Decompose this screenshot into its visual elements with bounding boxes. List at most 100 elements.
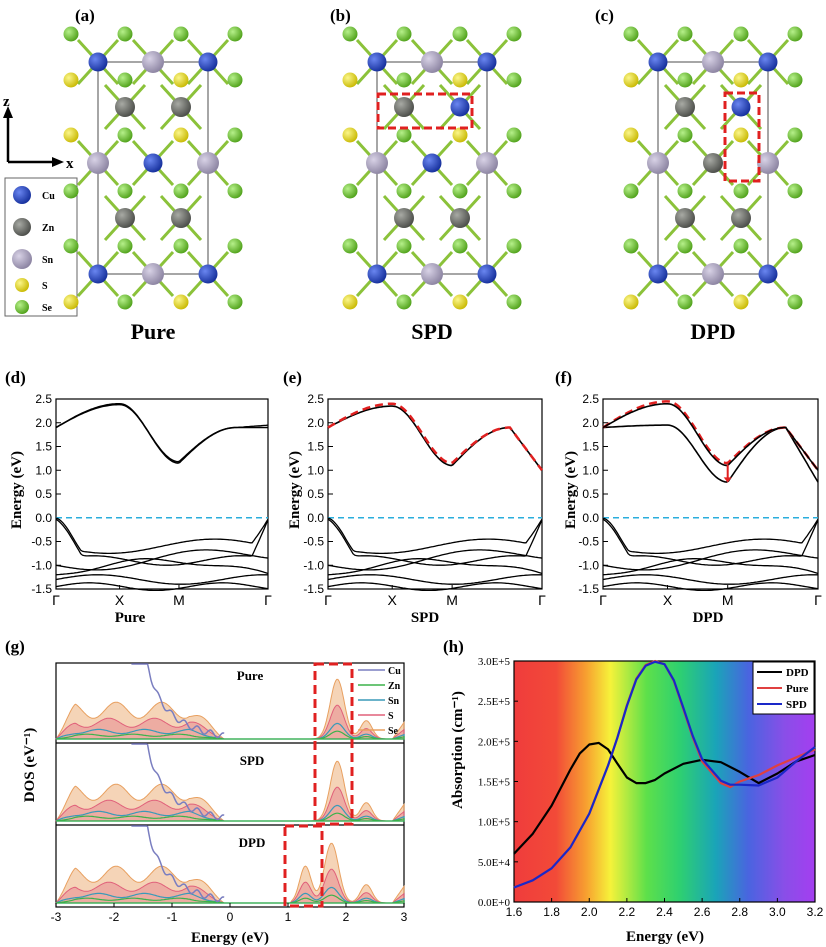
panel-label-h: (h)	[443, 637, 464, 656]
kpoint-label: Γ	[814, 592, 822, 608]
se-legend-swatch	[15, 300, 29, 314]
band-ytick-label: -0.5	[31, 535, 52, 549]
se-atom	[227, 183, 243, 199]
band-ytick-label: 1.5	[307, 440, 324, 454]
absorption-xtick-label: 2.6	[694, 905, 711, 919]
dos-zn	[55, 894, 405, 904]
se-atom	[396, 238, 412, 254]
dos-xtick-label: 1	[285, 910, 292, 924]
band-ytick-label: -0.5	[303, 535, 324, 549]
se-atom	[733, 183, 749, 199]
sn-atom	[702, 263, 724, 285]
kpoint-label: Γ	[264, 592, 272, 608]
caption-pure: Pure	[131, 319, 176, 344]
caption-dpd: DPD	[690, 319, 735, 344]
valence-band	[602, 558, 819, 576]
s-atom	[733, 294, 749, 310]
se-atom	[677, 294, 693, 310]
se-atom	[342, 183, 358, 199]
band-ytick-label: -1.0	[31, 558, 52, 572]
defect-highlight-dpd	[723, 91, 761, 183]
dos-title-1: SPD	[240, 753, 265, 768]
valence-band	[327, 582, 543, 592]
zn-atom	[115, 97, 135, 117]
band-ytick-label: 2.0	[307, 416, 324, 430]
band-ytick-label: 0.5	[35, 487, 52, 501]
kpoint-label: Γ	[599, 592, 607, 608]
panel-label-e: (e)	[283, 368, 302, 387]
absorption-xtick-label: 2.0	[581, 905, 598, 919]
se-atom	[63, 26, 79, 42]
band-ytick-label: 2.0	[35, 416, 52, 430]
valence-band	[55, 518, 269, 566]
s-atom	[452, 127, 468, 143]
band-ytick-label: 0.0	[307, 511, 324, 525]
absorption-xtick-label: 1.8	[543, 905, 560, 919]
band-panel-2: 2.52.01.51.00.50.0-0.5-1.0-1.5Γ X M Γ	[578, 392, 822, 608]
zn-atom	[731, 208, 751, 228]
sn-atom	[476, 152, 498, 174]
kpoint-label: M	[173, 592, 185, 608]
z-axis-label: z	[3, 94, 10, 110]
s-atom	[342, 294, 358, 310]
valence-band	[602, 582, 819, 592]
valence-band	[55, 582, 269, 592]
zn-atom	[675, 97, 695, 117]
axis-indicator: z x	[3, 94, 74, 172]
dos-legend-label: Cu	[388, 666, 401, 677]
band-ytick-label: -0.5	[578, 535, 599, 549]
panel-label-g: (g)	[5, 637, 25, 656]
dos-subpanel-2: DPD	[54, 824, 405, 904]
band-ytick-label: 1.5	[582, 440, 599, 454]
zn-atom	[675, 208, 695, 228]
cu-legend-swatch	[13, 186, 31, 204]
crystal-structures	[63, 26, 803, 310]
cu-atom	[477, 52, 497, 72]
band-ytick-label: 1.0	[307, 463, 324, 477]
se-atom	[173, 183, 189, 199]
dos-legend-label: Zn	[388, 681, 401, 692]
se-atom	[117, 26, 133, 42]
kpoint-label: X	[663, 592, 673, 608]
se-atom	[342, 238, 358, 254]
sn-atom	[142, 51, 164, 73]
legend-a-s: S	[42, 281, 48, 292]
dos-xtick-label: 3	[401, 910, 408, 924]
se-atom	[117, 238, 133, 254]
se-atom	[787, 183, 803, 199]
valence-band	[602, 518, 819, 566]
valence-band	[327, 574, 542, 585]
s-atom	[452, 294, 468, 310]
band-caption-spd: SPD	[411, 610, 440, 626]
dos-xtick-label: 2	[343, 910, 350, 924]
kpoint-label: X	[388, 592, 398, 608]
se-atom	[396, 183, 412, 199]
band-caption-pure: Pure	[115, 610, 146, 626]
absorption-legend-label: SPD	[786, 699, 807, 711]
crystal-spd	[342, 26, 522, 310]
band-ylabel-e: Energy (eV)	[287, 451, 303, 529]
dos-title-2: DPD	[239, 835, 266, 850]
band-ytick-label: 1.0	[582, 463, 599, 477]
absorption-ytick-label: 0.0E+0	[478, 897, 511, 909]
crystal-dpd	[623, 26, 803, 310]
conduction-band	[602, 403, 819, 471]
s-atom	[173, 294, 189, 310]
absorption-legend-label: Pure	[786, 683, 809, 695]
zn-atom	[394, 97, 414, 117]
defect-highlight-spd	[376, 92, 474, 130]
band-ytick-label: 2.5	[307, 392, 324, 406]
absorption-chart: 1.6 1.8 2.0 2.2 2.4 2.6 2.8 3.0 3.2 0.0E+0 5.0E+4 1…	[478, 656, 824, 919]
kpoint-label: M	[722, 592, 734, 608]
dos-ylabel: DOS (eV⁻¹)	[22, 728, 38, 803]
absorption-ytick-label: 5.0E+4	[478, 857, 511, 869]
se-atom	[396, 72, 412, 88]
s-atom	[733, 72, 749, 88]
se-atom	[452, 26, 468, 42]
legend-a-cu: Cu	[42, 191, 55, 202]
dos-panel: Pure SPD DPD Cu Zn Sn S Se -3 -2 -1 0 1 2 3	[51, 662, 408, 924]
dos-xtick-label: -2	[109, 910, 120, 924]
se-atom	[506, 127, 522, 143]
band-ytick-label: 0.5	[582, 487, 599, 501]
